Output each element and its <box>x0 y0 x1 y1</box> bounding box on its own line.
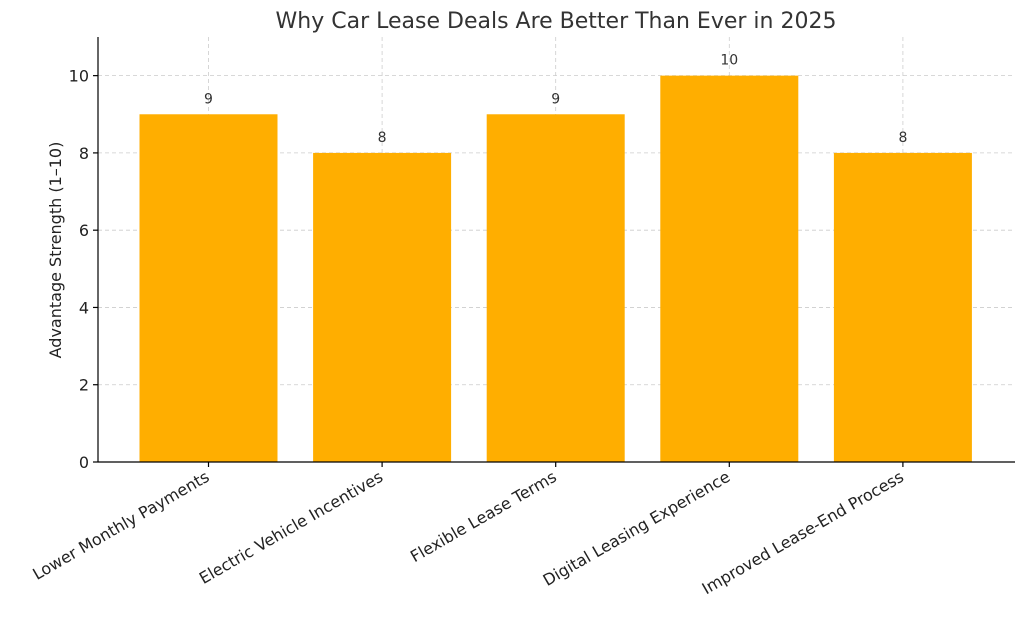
data-label: 10 <box>720 53 738 69</box>
data-label: 8 <box>898 130 907 146</box>
y-tick-label: 2 <box>79 376 89 395</box>
chart-title: Why Car Lease Deals Are Better Than Ever… <box>276 9 837 34</box>
data-label: 9 <box>551 91 560 107</box>
y-tick-label: 4 <box>79 298 89 317</box>
y-axis-label: Advantage Strength (1–10) <box>46 142 65 359</box>
bar <box>313 152 452 462</box>
bar <box>833 152 972 462</box>
bars <box>139 75 972 463</box>
x-tick-label: Electric Vehicle Incentives <box>196 467 386 588</box>
y-tick-label: 8 <box>79 144 89 163</box>
x-tick-label: Digital Leasing Experience <box>540 467 734 590</box>
y-tick-labels: 0 2 4 6 8 10 <box>69 67 89 472</box>
data-label: 8 <box>378 130 387 146</box>
y-tick-label: 0 <box>79 453 89 472</box>
y-tick-label: 6 <box>79 221 89 240</box>
x-tick-label: Lower Monthly Payments <box>29 467 212 584</box>
data-label: 9 <box>204 91 213 107</box>
bar <box>660 75 799 463</box>
x-tick-label: Improved Lease-End Process <box>699 467 907 598</box>
y-tick-label: 10 <box>69 67 89 86</box>
x-tick-label: Flexible Lease Terms <box>407 467 560 566</box>
bar <box>139 114 278 462</box>
axes <box>93 37 1015 467</box>
data-labels: 9 8 9 10 8 <box>204 53 907 146</box>
bar <box>486 114 625 462</box>
